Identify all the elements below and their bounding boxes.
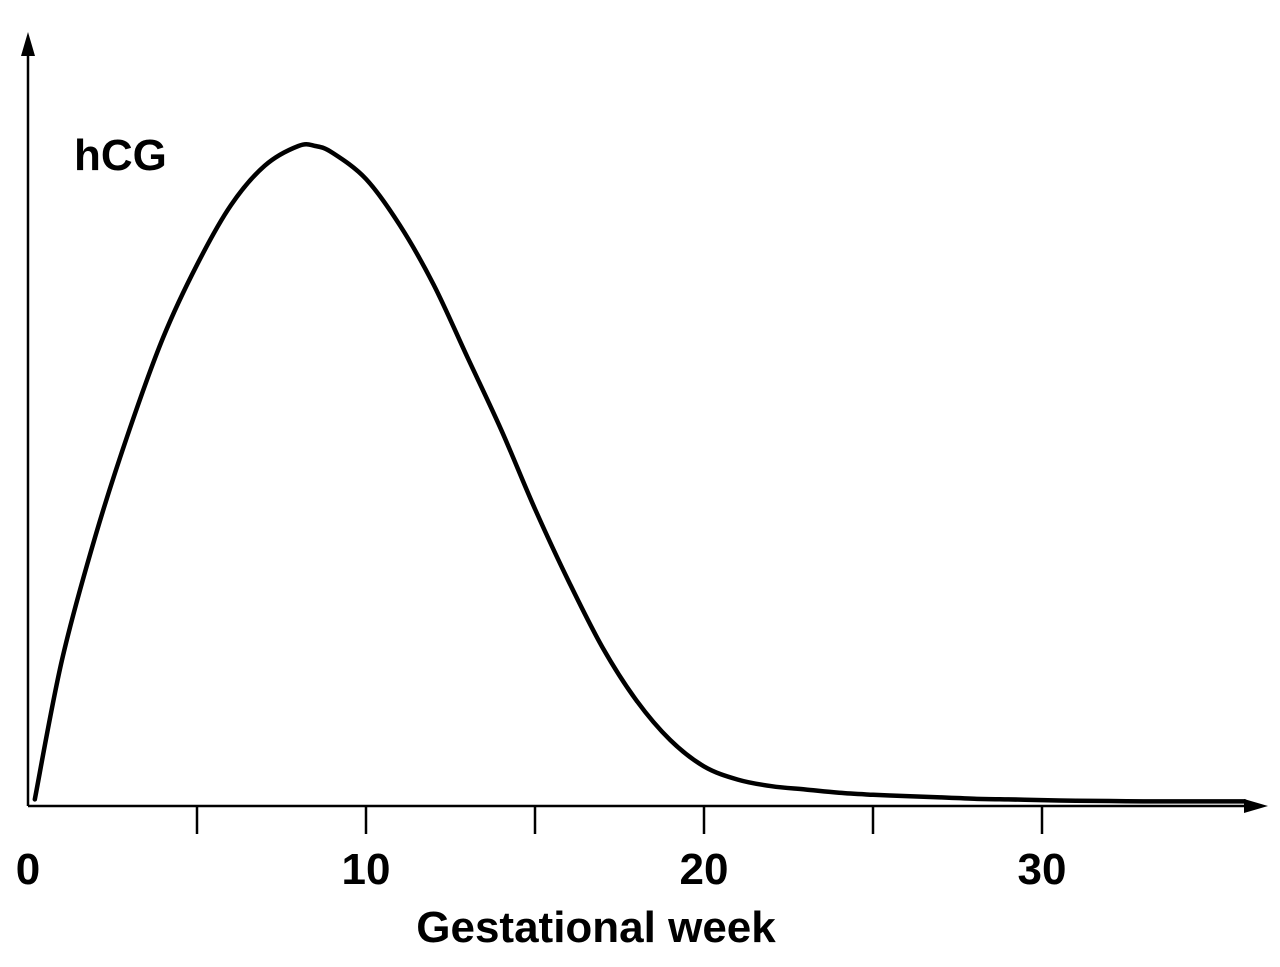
hcg-series-line <box>32 142 1248 804</box>
x-tick-label: 20 <box>680 845 729 894</box>
axes <box>21 32 1268 813</box>
y-axis-label: hCG <box>74 131 167 180</box>
y-axis-arrow <box>21 32 35 56</box>
series-group <box>32 142 1248 804</box>
x-ticks: 0 10 20 30 <box>16 806 1067 894</box>
x-tick-label: 0 <box>16 845 40 894</box>
x-tick-label: 30 <box>1018 845 1067 894</box>
x-tick-label: 10 <box>342 845 391 894</box>
x-axis-label: Gestational week <box>416 903 776 952</box>
x-axis-arrow <box>1244 799 1268 813</box>
